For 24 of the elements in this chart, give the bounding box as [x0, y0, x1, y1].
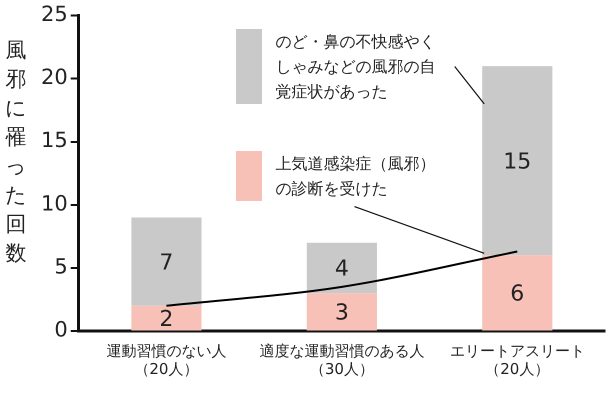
y-tick-label: 0 [54, 317, 68, 342]
data-label: 2 [159, 306, 174, 332]
x-tick-label: 運動習慣のない人（20人） [106, 342, 226, 378]
x-tick-label: エリートアスリート（20人） [450, 342, 585, 378]
text: 上気道感染症（風邪）の診断を受けた [276, 152, 437, 200]
x-tick-label: 適度な運動習慣のある人（30人） [259, 342, 424, 378]
data-label: 4 [334, 256, 349, 282]
y-axis-title: 風邪に罹った回数 [4, 37, 28, 267]
y-tick-label: 15 [40, 128, 68, 152]
data-label: 6 [510, 282, 524, 307]
bar [306, 293, 377, 330]
bar [482, 66, 552, 256]
y-tick-label: 10 [40, 191, 68, 216]
bar [306, 242, 377, 294]
text: のど・鼻の不快感やくしゃみなどの風邪の自覚症状があった [276, 31, 437, 104]
y-tick-label: 5 [54, 254, 68, 278]
data-label: 15 [503, 149, 532, 174]
y-tick-label: 25 [40, 2, 68, 26]
bar [482, 255, 552, 330]
bar [131, 217, 202, 306]
y-tick-label: 20 [40, 65, 68, 90]
data-label: 3 [334, 300, 349, 326]
data-label: 7 [159, 250, 174, 276]
bar [131, 306, 202, 330]
